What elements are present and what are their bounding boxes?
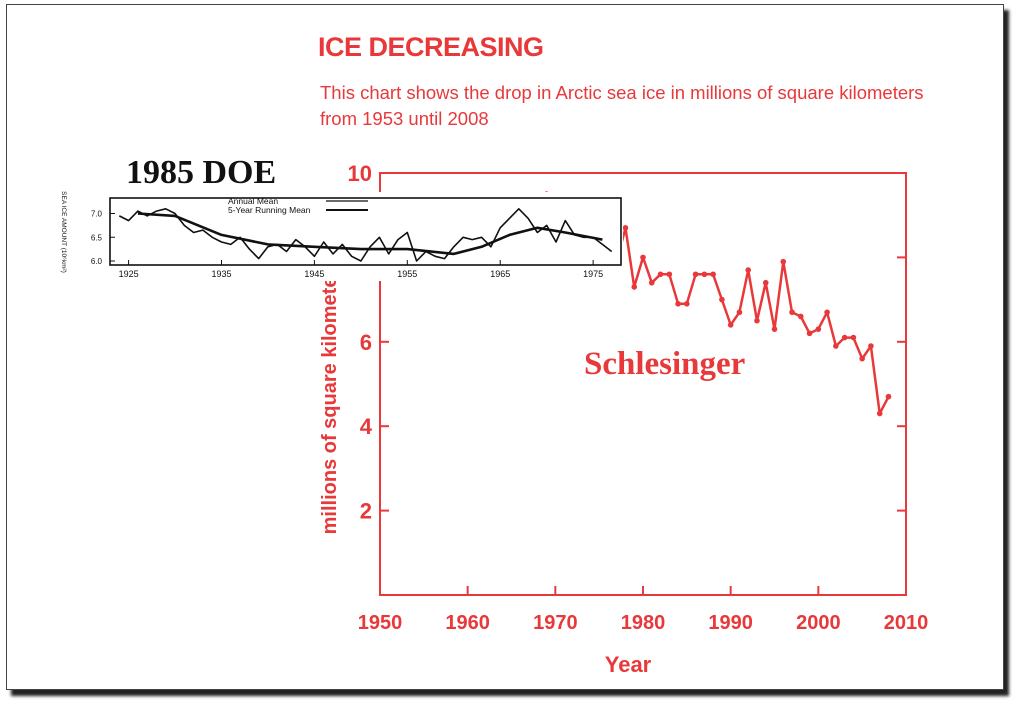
data-point [771, 326, 778, 332]
doe-x-tick-label: 1925 [119, 269, 139, 279]
doe-annual-mean-line [118, 208, 613, 262]
doe-overlay-label: 1985 DOE [126, 154, 277, 191]
data-point [798, 313, 804, 320]
y-tick-label: 4 [360, 414, 373, 439]
x-tick-label: 1970 [533, 612, 578, 634]
data-point [648, 279, 655, 286]
x-tick-label: 1950 [358, 612, 403, 634]
y-axis-title: millions of square kilometers [319, 258, 341, 535]
y-tick-label: 6 [360, 330, 372, 355]
doe-y-tick-label: 6.0 [91, 257, 103, 266]
main-chart: 1950196019701980199020002010246810Yearmi… [319, 161, 928, 677]
x-tick-label: 1990 [708, 612, 753, 634]
x-tick-label: 2000 [796, 612, 841, 634]
data-point [622, 225, 629, 231]
data-point [885, 393, 892, 400]
data-point [850, 334, 857, 341]
doe-y-tick-label: 7.0 [91, 210, 103, 219]
data-point [876, 410, 883, 417]
data-point [736, 309, 743, 316]
doe-x-tick-label: 1955 [397, 269, 417, 279]
data-point [789, 309, 795, 316]
doe-y-axis-title: SEA ICE AMOUNT (10⁶km²) [60, 191, 67, 273]
data-point [859, 355, 865, 362]
data-point [806, 330, 813, 337]
x-tick-label: 1980 [621, 612, 666, 634]
y-tick-label: 10 [348, 161, 372, 186]
data-point [666, 271, 673, 278]
doe-x-tick-label: 1965 [490, 269, 510, 279]
data-point [815, 326, 822, 332]
doe-inset-chart: 1925 1935 1945 1955 1965 1975 6.0 6.5 7.0 SEA ICE… [20, 191, 623, 281]
data-point [745, 267, 751, 273]
data-point [631, 284, 638, 290]
data-point [868, 343, 874, 349]
data-point [684, 301, 690, 307]
data-point [719, 296, 725, 303]
doe-x-tick-label: 1945 [304, 269, 324, 279]
data-point [754, 317, 760, 324]
data-point [762, 279, 769, 286]
doe-x-tick-label: 1935 [211, 269, 231, 279]
data-point [640, 254, 646, 261]
doe-running-mean-line [137, 212, 603, 256]
data-point [710, 271, 716, 278]
doe-legend-entry: 5-Year Running Mean [228, 205, 311, 215]
doe-plot-frame [109, 197, 622, 266]
data-point [727, 322, 734, 328]
data-point [833, 343, 839, 349]
data-point [675, 301, 681, 307]
y-tick-label: 2 [360, 499, 372, 524]
data-point [841, 334, 848, 341]
data-point [824, 309, 830, 316]
doe-y-tick-label: 6.5 [91, 233, 103, 242]
x-axis-title: Year [605, 652, 652, 677]
doe-legend-entry: Annual Mean [228, 196, 278, 206]
doe-inset-background [20, 192, 623, 281]
doe-x-tick-label: 1975 [583, 269, 603, 279]
data-point [692, 271, 699, 278]
page-title: ICE DECREASING [318, 32, 544, 62]
x-tick-label: 1960 [445, 612, 490, 634]
chart-subtitle-line1: This chart shows the drop in Arctic sea … [320, 82, 924, 103]
chart-subtitle-line2: from 1953 until 2008 [320, 108, 489, 129]
x-tick-label: 2010 [884, 612, 929, 634]
data-point [657, 271, 664, 278]
schlesinger-overlay-label: Schlesinger [584, 346, 746, 382]
data-point [780, 258, 787, 265]
data-point [701, 271, 708, 278]
